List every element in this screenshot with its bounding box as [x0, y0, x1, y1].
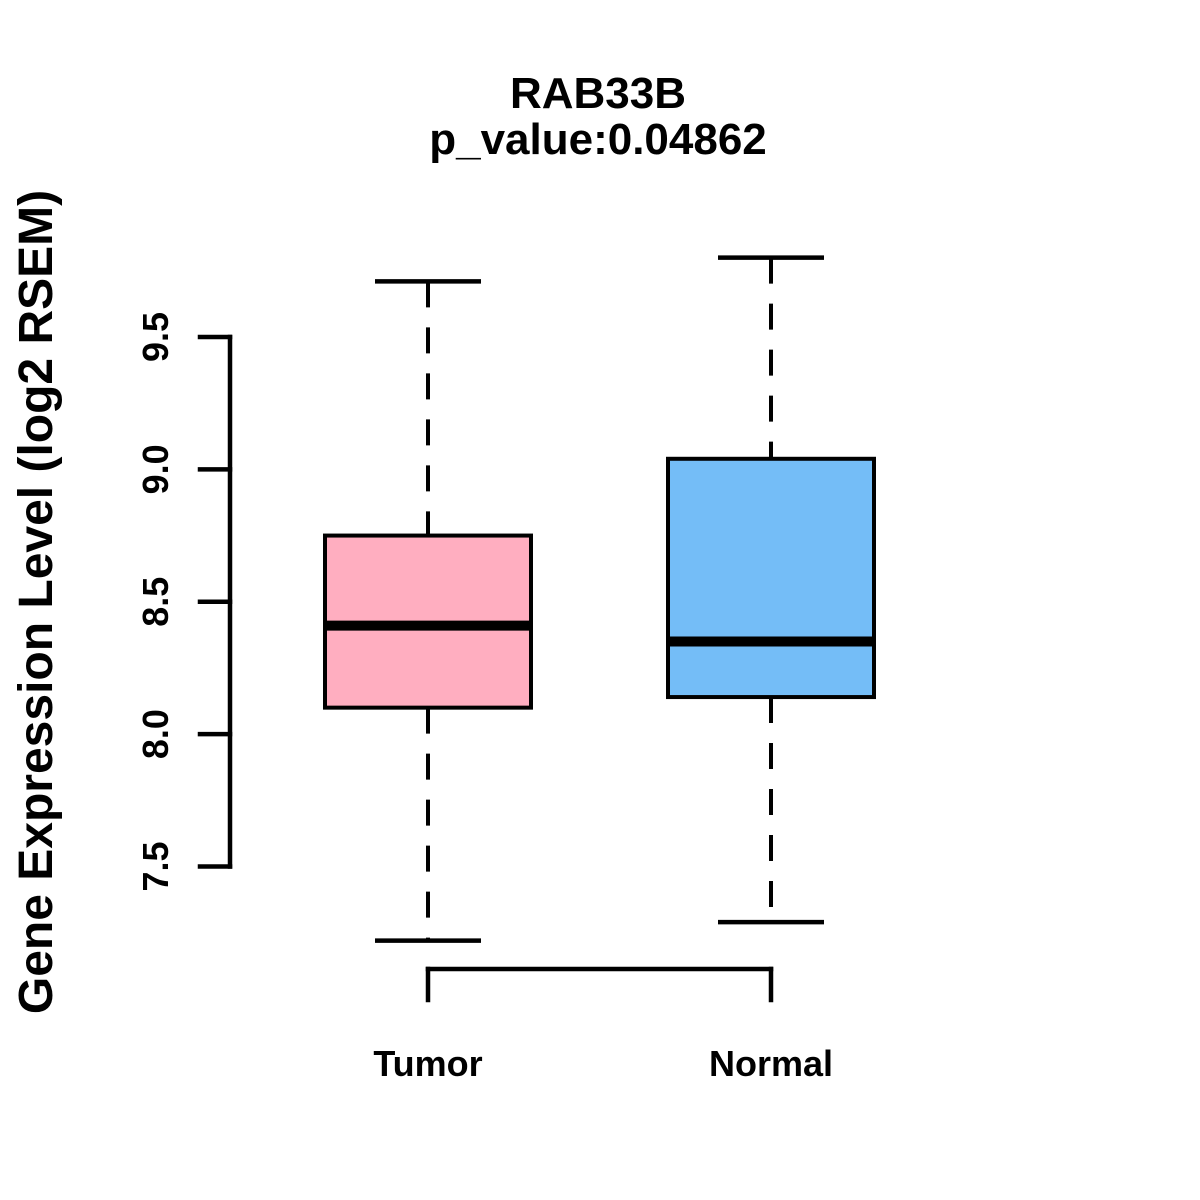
y-tick-label-7.5: 7.5 [135, 841, 176, 891]
y-tick-label-9.5: 9.5 [135, 312, 176, 362]
box-series [323, 255, 876, 943]
title-group: RAB33B p_value:0.04862 [429, 69, 767, 164]
y-axis: 7.5 8.0 8.5 9.0 9.5 [135, 312, 233, 892]
x-axis-labels: Tumor Normal [373, 1043, 833, 1084]
normal-box [666, 456, 876, 700]
x-axis-bracket [425, 966, 774, 1003]
chart-subtitle: p_value:0.04862 [429, 115, 767, 164]
category-label-normal: Normal [709, 1043, 833, 1084]
category-label-tumor: Tumor [373, 1043, 482, 1084]
y-tick-label-9.0: 9.0 [135, 444, 176, 494]
chart-title: RAB33B [510, 69, 686, 118]
y-tick-label-8.0: 8.0 [135, 709, 176, 759]
y-tick-label-8.5: 8.5 [135, 577, 176, 627]
y-axis-title: Gene Expression Level (log2 RSEM) [10, 190, 63, 1014]
